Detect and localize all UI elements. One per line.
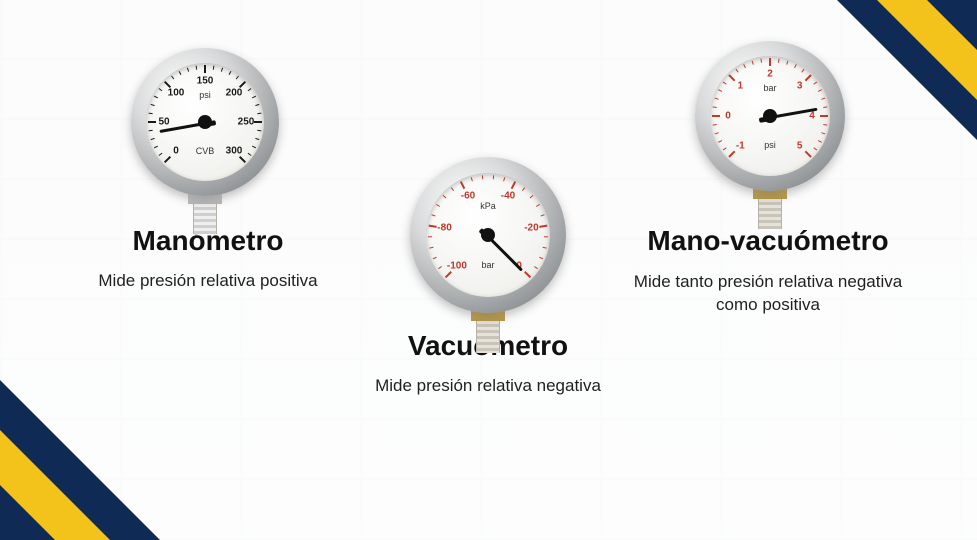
title-manovacuometro: Mano-vacuómetro [618, 225, 918, 257]
scale-number: 3 [797, 81, 803, 92]
scale-number: -100 [447, 261, 467, 272]
gauge-hub [481, 228, 495, 242]
tick-major [254, 121, 262, 123]
scale-number: -80 [437, 223, 451, 234]
card-manovacuometro: Mano-vacuómetro Mide tanto presión relat… [618, 225, 918, 317]
scale-number: 0 [725, 111, 731, 122]
desc-vacuometro: Mide presión relativa negativa [338, 376, 638, 396]
dial-label-top: psi [199, 90, 211, 100]
scale-number: -20 [524, 223, 538, 234]
gauge-stem [188, 190, 222, 234]
desc-manovacuometro: Mide tanto presión relativa negativa com… [618, 271, 918, 317]
scale-number: -40 [501, 190, 515, 201]
gauge-manometro: 0 50 100 150 200 250 300 psi CVB [131, 48, 279, 196]
tick-minor [428, 236, 432, 237]
scale-number: 2 [767, 69, 773, 80]
dial-label-top: bar [763, 83, 776, 93]
tick-major [820, 115, 828, 117]
dial-label-top: kPa [480, 201, 496, 211]
scale-number: 4 [809, 111, 815, 122]
scale-number: 0 [173, 145, 179, 156]
gauge-hub [763, 109, 777, 123]
dial-label-bottom: psi [764, 140, 776, 150]
card-manometro: Manómetro Mide presión relativa positiva [58, 225, 358, 291]
infographic-stage: Manómetro Mide presión relativa positiva… [0, 0, 977, 540]
scale-number: 50 [158, 117, 169, 128]
tick-major [148, 121, 156, 123]
tick-major [712, 115, 720, 117]
scale-number: 5 [797, 140, 803, 151]
scale-number: 100 [168, 88, 185, 99]
dial-label-bottom: bar [481, 260, 494, 270]
gauge-stem [471, 307, 505, 353]
scale-number: -1 [736, 140, 745, 151]
tick-major [204, 65, 206, 73]
gauge-vacuometro: -100-80-60-40-200kPabar [410, 157, 566, 313]
desc-manometro: Mide presión relativa positiva [58, 271, 358, 291]
scale-number: 1 [738, 81, 744, 92]
scale-number: 300 [226, 145, 243, 156]
tick-major [769, 58, 771, 66]
scale-number: -60 [461, 190, 475, 201]
scale-number: 250 [238, 117, 255, 128]
scale-number: 150 [197, 76, 214, 87]
gauge-manovacuometro: -1 0 1 2 3 4 5 bar psi [695, 41, 845, 191]
gauge-stem [753, 185, 787, 229]
scale-number: 200 [226, 88, 243, 99]
gauge-hub [198, 115, 212, 129]
tick-minor [544, 236, 548, 237]
dial-label-bottom: CVB [196, 146, 215, 156]
